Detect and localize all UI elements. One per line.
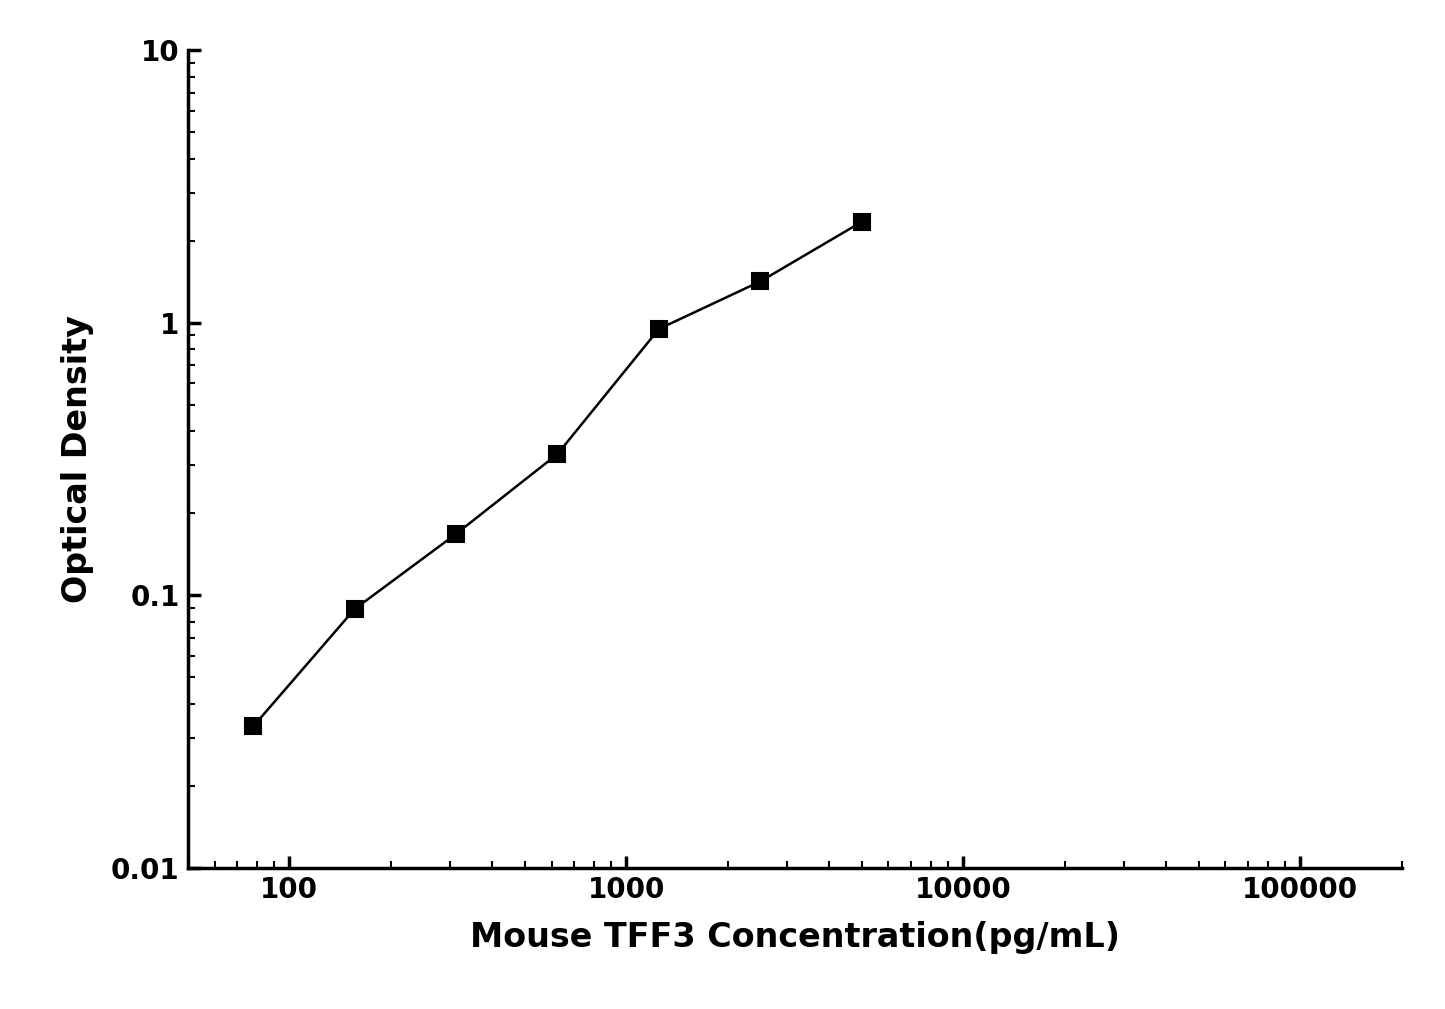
X-axis label: Mouse TFF3 Concentration(pg/mL): Mouse TFF3 Concentration(pg/mL) xyxy=(470,921,1120,954)
Y-axis label: Optical Density: Optical Density xyxy=(61,315,94,603)
